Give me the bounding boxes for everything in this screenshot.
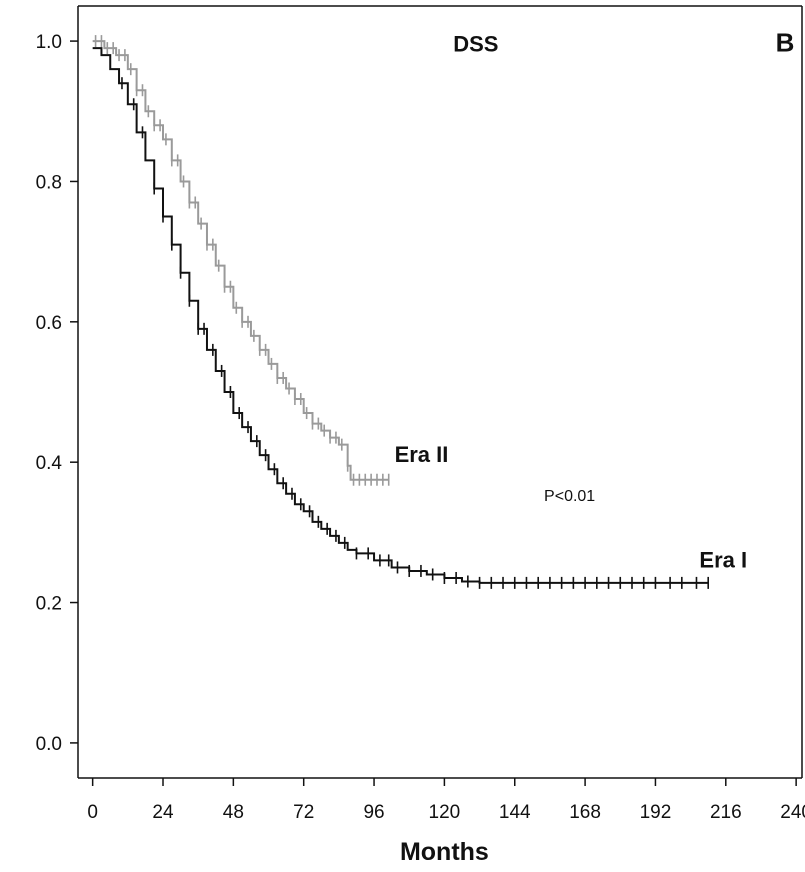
y-tick-label: 1.0	[36, 32, 62, 53]
x-tick-label: 144	[499, 802, 531, 823]
series-layer	[92, 35, 710, 589]
panel-label: B	[776, 28, 795, 58]
x-tick-label: 96	[363, 802, 384, 823]
y-tick-label: 0.6	[36, 313, 62, 334]
x-axis-ticks: 0 24 48 72 96 120 144 168 192 216 240	[87, 778, 805, 823]
x-tick-label: 120	[429, 802, 461, 823]
x-tick-label: 192	[640, 802, 672, 823]
p-value-annotation: P<0.01	[544, 488, 595, 505]
chart-title: DSS	[453, 32, 498, 57]
series-label-era-i: Era I	[699, 547, 747, 572]
x-tick-label: 24	[152, 802, 174, 823]
x-tick-label: 0	[87, 802, 98, 823]
y-axis-ticks: 0.0 0.2 0.4 0.6 0.8 1.0	[36, 32, 78, 755]
y-tick-label: 0.4	[36, 453, 63, 474]
series-line-era-ii	[92, 40, 389, 481]
y-tick-label: 0.0	[36, 734, 62, 755]
x-tick-label: 216	[710, 802, 742, 823]
x-tick-label: 72	[293, 802, 314, 823]
x-tick-label: 240	[780, 802, 805, 823]
y-tick-label: 0.8	[36, 172, 62, 193]
x-axis-title: Months	[400, 838, 489, 866]
series-label-era-ii: Era II	[395, 442, 449, 467]
x-tick-label: 168	[569, 802, 601, 823]
x-tick-label: 48	[223, 802, 244, 823]
y-tick-label: 0.2	[36, 594, 62, 615]
